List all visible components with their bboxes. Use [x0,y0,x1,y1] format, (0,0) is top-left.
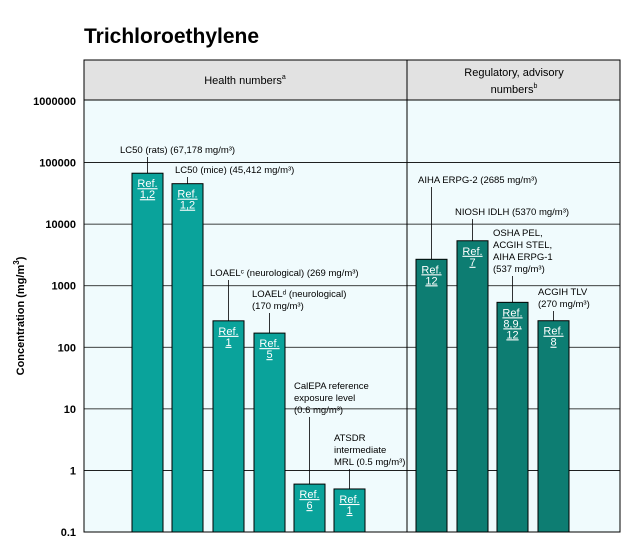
ref-link[interactable]: Ref. 8,9, 12 [502,307,522,341]
bar-annotation: CalEPA reference exposure level (0.6 mg/m³… [294,381,369,416]
y-tick-label: 100 [58,342,76,354]
bar [537,320,570,533]
y-tick-label: 10 [64,404,76,416]
y-tick-label: 1000 [52,281,76,293]
ref-link[interactable]: Ref. 1 [339,494,359,517]
y-tick-label: 0.1 [61,527,76,539]
y-tick-label: 100000 [39,158,76,170]
bar [131,172,164,533]
y-tick-label: 10000 [45,219,76,231]
bar-annotation: LC50 (mice) (45,412 mg/m³) [175,165,294,176]
header-regulatory-line2: numbers [491,84,534,96]
bar [253,332,286,533]
ref-link[interactable]: Ref. 1,2 [137,178,157,201]
bar-annotation: LOAELᵈ (neurological) (170 mg/m³) [252,289,346,312]
bar-annotation: NIOSH IDLH (5370 mg/m³) [455,207,569,218]
bar [212,320,245,533]
bar [456,240,489,533]
y-tick-label: 1 [70,465,76,477]
ref-link[interactable]: Ref. 1,2 [177,189,197,212]
ref-link[interactable]: Ref. 8 [543,326,563,349]
ref-link[interactable]: Ref. 12 [421,264,441,287]
header-regulatory-line1: Regulatory, advisory [464,67,564,79]
header-band [83,59,621,101]
header-health-label: Health numbers [204,75,282,87]
y-axis-ticks: 1000000 100000 10000 1000 100 10 1 0.1 [33,96,76,539]
ref-link[interactable]: Ref. 6 [299,489,319,512]
chart-title: Trichloroethylene [84,25,259,48]
bar-annotation: ACGIH TLV (270 mg/m³) [538,287,590,310]
header-regulatory-sup: b [533,83,537,90]
annotations-layer: LC50 (rats) (67,178 mg/m³) LC50 (mice) (4… [120,145,590,489]
ref-link[interactable]: Ref. 7 [462,246,482,269]
y-axis-label: Concentration (mg/m3) [12,256,27,375]
bar [171,183,204,533]
header-health-sup: a [282,74,286,81]
bar-annotation: OSHA PEL, ACGIH STEL, AIHA ERPG-1 (537 mg/m… [493,228,553,275]
bar-annotation: LC50 (rats) (67,178 mg/m³) [120,145,235,156]
bar-annotation: ATSDR intermediate MRL (0.5 mg/m³) [334,433,405,468]
bar [333,488,366,533]
svg-text:Health numbersa: Health numbersa [204,74,286,87]
bar [415,258,448,533]
bar-annotation: LOAELᶜ (neurological) (269 mg/m³) [210,268,359,279]
y-tick-label: 1000000 [33,96,76,108]
bar-annotation: AIHA ERPG-2 (2685 mg/m³) [418,175,537,186]
svg-text:numbersb: numbersb [491,83,538,96]
header-health-numbers: Health numbersa [204,74,286,87]
ref-link[interactable]: Ref. 5 [259,338,279,361]
bars-layer: Ref. 1,2 Ref. 1,2 Ref. 1 Ref. 5 Ref. 6 Ref. 1 Ref. 12… [131,172,570,533]
ref-link[interactable]: Ref. 1 [218,326,238,349]
bar [496,301,529,533]
header-regulatory-numbers: Regulatory, advisory numbersb [464,67,564,96]
